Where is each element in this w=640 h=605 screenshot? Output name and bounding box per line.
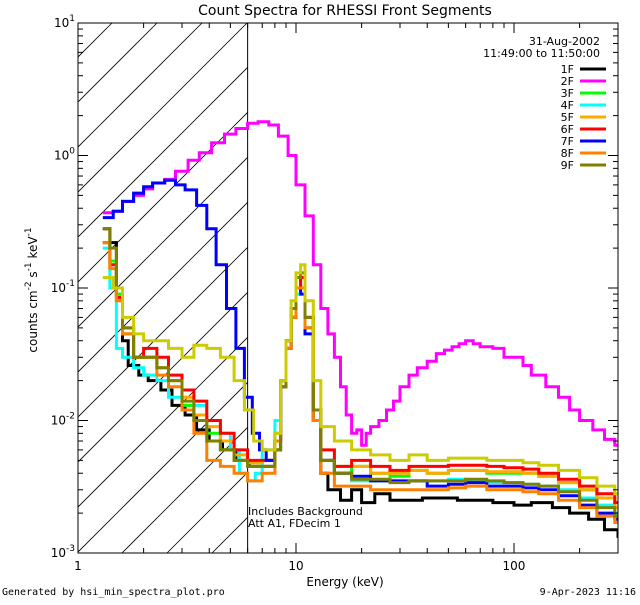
footer-generated-by: Generated by hsi_min_spectra_plot.pro (2, 587, 225, 598)
hatch-line (78, 23, 248, 193)
y-axis-label-exp1: -2 (24, 281, 34, 290)
legend-label: 6F (561, 123, 574, 136)
hatch-line (78, 381, 248, 553)
legend-label: 8F (561, 147, 574, 160)
x-tick-label: 100 (503, 559, 526, 573)
y-axis-label-exp2: -1 (24, 262, 34, 271)
y-tick-labels: 10-3 10-2 10-1 100 101 (51, 14, 76, 560)
y-axis-label-base: counts cm (26, 290, 40, 352)
y-axis-label: counts cm-2 s-1 keV-1 (24, 227, 40, 352)
series-line-6f (102, 241, 618, 505)
y-tick-label: 10-1 (51, 279, 75, 295)
axis-ticks (77, 22, 619, 554)
legend-label: 2F (561, 75, 574, 88)
series-line-1f (102, 227, 618, 538)
legend-label: 9F (561, 159, 574, 172)
hatch-line (121, 426, 248, 553)
x-tick-labels: 1 10 100 (74, 559, 525, 573)
x-tick-label: 1 (74, 559, 82, 573)
legend-label: 7F (561, 135, 574, 148)
y-axis-label-mid1: s (26, 271, 40, 281)
legend-label: 4F (561, 99, 574, 112)
annotation-background: Includes Background (248, 505, 363, 518)
series-line-unlabeled (102, 263, 618, 496)
footer-timestamp: 9-Apr-2023 11:16 (540, 587, 636, 598)
y-axis-label-mid2: keV (26, 236, 40, 263)
y-tick-label: 10-2 (51, 412, 75, 428)
hatch-line (78, 201, 248, 373)
legend-label: 5F (561, 111, 574, 124)
y-tick-label: 101 (54, 14, 75, 30)
legend-date: 31-Aug-2002 (529, 35, 600, 48)
hatch-line (78, 336, 248, 508)
hatch-line (78, 23, 203, 148)
series-group (102, 120, 618, 538)
series-line-2f (102, 120, 618, 447)
legend-label: 3F (561, 87, 574, 100)
hatch-line (78, 246, 248, 418)
series-line-9f (102, 227, 618, 518)
x-axis-label: Energy (keV) (306, 575, 383, 589)
hatch-line (78, 66, 248, 238)
y-axis-label-exp3: -1 (24, 227, 34, 236)
x-tick-label: 10 (288, 559, 303, 573)
hatch-line (0, 23, 22, 553)
y-tick-label: 10-3 (51, 544, 75, 560)
y-tick-label: 100 (54, 147, 75, 163)
legend-label: 1F (561, 63, 574, 76)
legend-time-range: 11:49:00 to 11:50:00 (483, 47, 600, 60)
chart-title: Count Spectra for RHESSI Front Segments (198, 3, 492, 19)
annotation-attenuator: Att A1, FDecim 1 (248, 517, 341, 530)
